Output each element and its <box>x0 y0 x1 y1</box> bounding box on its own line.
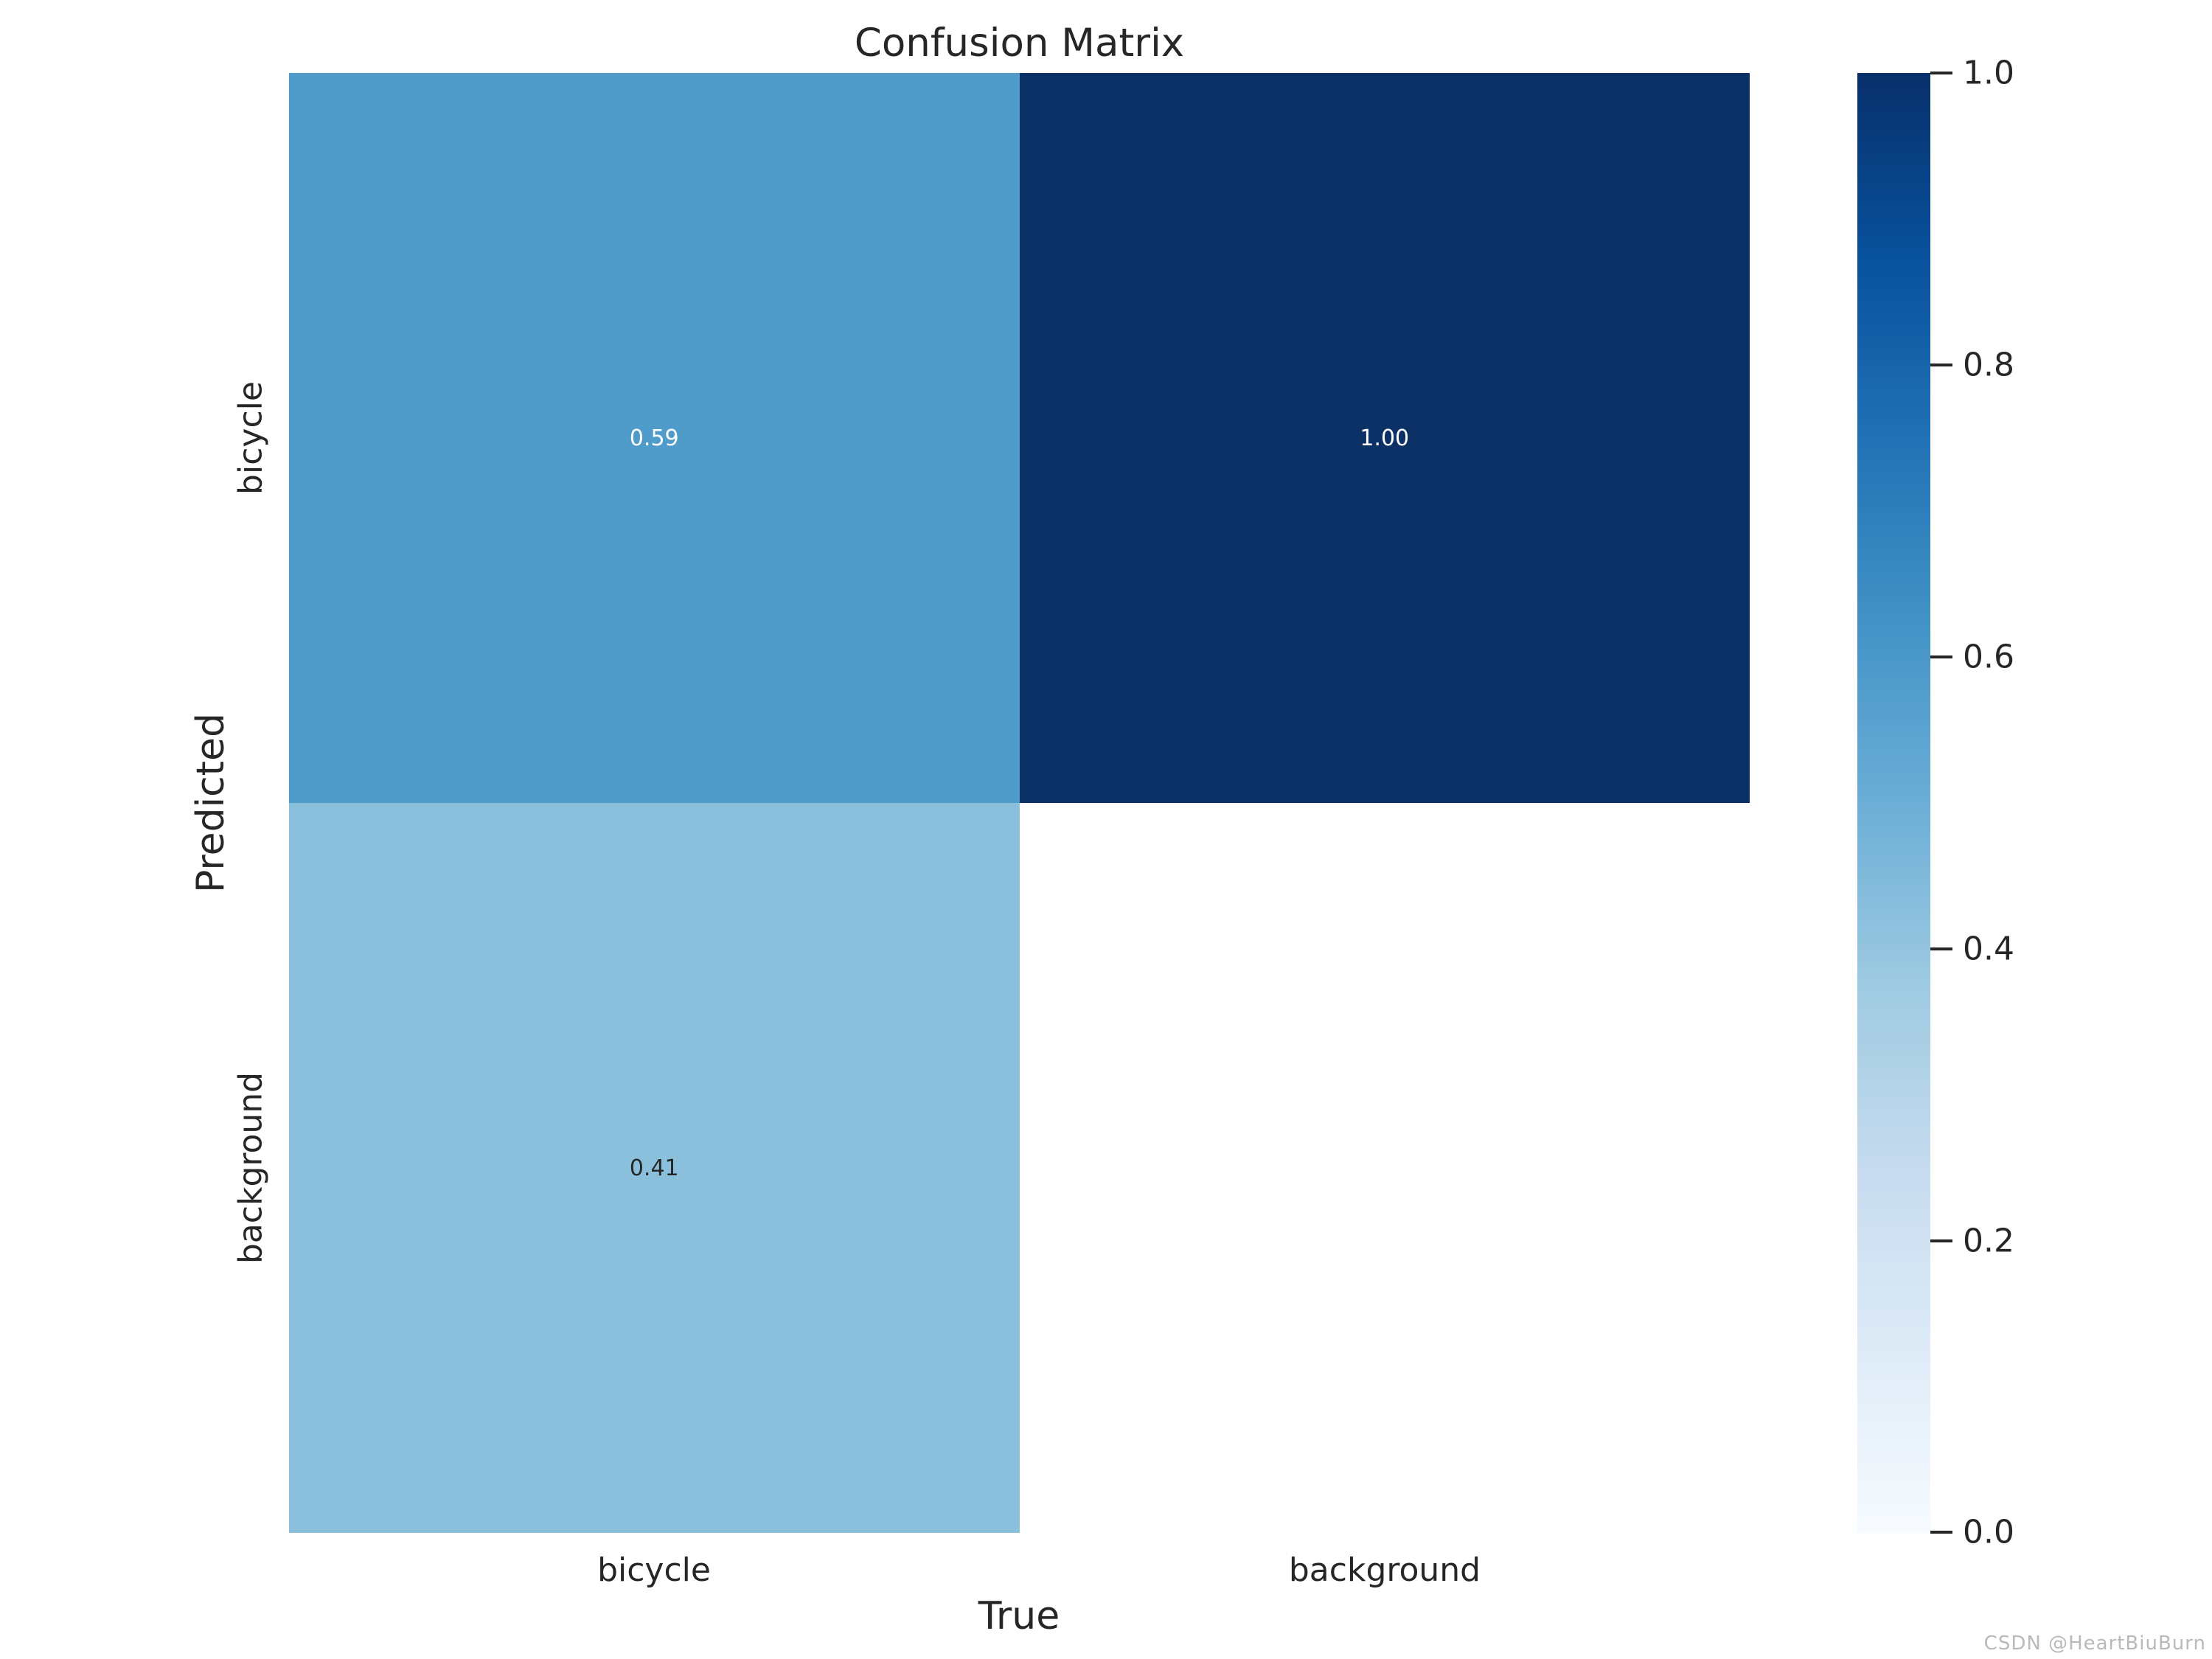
colorbar-tick-label: 0.8 <box>1963 346 2014 384</box>
x-tick-label-bicycle: bicycle <box>597 1551 711 1589</box>
colorbar-tick-mark <box>1930 655 1952 658</box>
cell-annotation: 0.59 <box>629 425 679 451</box>
colorbar-tick-mark <box>1930 1239 1952 1242</box>
colorbar-tick-label: 1.0 <box>1963 54 2014 92</box>
chart-title: Confusion Matrix <box>854 21 1185 66</box>
x-tick-label-background: background <box>1288 1551 1481 1589</box>
heatmap-cell-background-background <box>1019 803 1750 1533</box>
colorbar-tick-label: 0.0 <box>1963 1513 2014 1551</box>
heatmap-cell-bicycle-background: 1.00 <box>1019 73 1750 803</box>
colorbar <box>1857 73 1930 1533</box>
heatmap-cell-background-bicycle: 0.41 <box>289 803 1020 1533</box>
x-axis-label: True <box>978 1594 1060 1638</box>
colorbar-tick-mark <box>1930 364 1952 366</box>
watermark: CSDN @HeartBiuBurn <box>1983 1632 2206 1655</box>
y-axis-label: Predicted <box>189 712 233 894</box>
colorbar-tick-mark <box>1930 947 1952 950</box>
colorbar-tick-mark <box>1930 1531 1952 1534</box>
heatmap-cell-bicycle-bicycle: 0.59 <box>289 73 1020 803</box>
heatmap-grid: 0.59 1.00 0.41 <box>289 73 1750 1533</box>
colorbar-tick-label: 0.4 <box>1963 930 2014 968</box>
cell-annotation: 0.41 <box>629 1155 679 1181</box>
colorbar-tick-mark <box>1930 72 1952 74</box>
colorbar-tick-label: 0.6 <box>1963 638 2014 676</box>
y-tick-label-bicycle: bicycle <box>232 381 270 495</box>
colorbar-tick-label: 0.2 <box>1963 1222 2014 1260</box>
y-tick-label-background: background <box>232 1071 270 1265</box>
cell-annotation: 1.00 <box>1360 425 1410 451</box>
